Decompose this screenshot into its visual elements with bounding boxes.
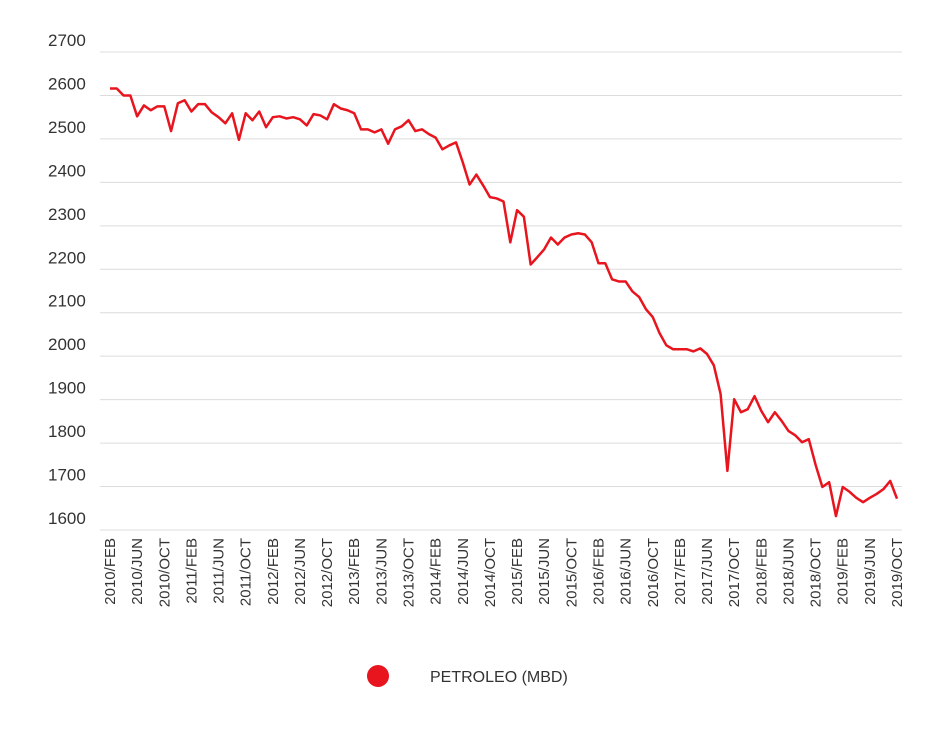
x-tick-label: 2014/OCT xyxy=(482,538,499,607)
x-tick-label: 2015/FEB xyxy=(509,538,526,605)
x-tick-label: 2010/JUN xyxy=(129,538,146,605)
x-tick-label: 2017/JUN xyxy=(699,538,716,605)
x-tick-label: 2018/JUN xyxy=(780,538,797,605)
y-tick-label: 2500 xyxy=(48,118,86,137)
y-tick-label: 1600 xyxy=(48,509,86,528)
x-tick-label: 2011/OCT xyxy=(238,538,255,606)
x-tick-label: 2013/OCT xyxy=(401,538,418,607)
x-tick-label: 2016/OCT xyxy=(645,538,662,607)
y-tick-label: 1900 xyxy=(48,379,86,398)
x-tick-label: 2019/JUN xyxy=(862,538,879,605)
y-tick-label: 2600 xyxy=(48,74,86,93)
x-tick-label: 2014/JUN xyxy=(455,538,472,605)
x-tick-label: 2010/FEB xyxy=(102,538,119,605)
x-tick-label: 2013/FEB xyxy=(346,538,363,605)
x-tick-label: 2016/JUN xyxy=(618,538,635,605)
y-tick-label: 2700 xyxy=(48,31,86,50)
x-tick-label: 2015/OCT xyxy=(563,538,580,607)
x-tick-label: 2012/OCT xyxy=(319,538,336,607)
x-tick-label: 2011/JUN xyxy=(211,538,228,604)
x-tick-label: 2019/OCT xyxy=(889,538,906,607)
y-tick-label: 2400 xyxy=(48,161,86,180)
y-tick-label: 2100 xyxy=(48,292,86,311)
y-tick-label: 2000 xyxy=(48,335,86,354)
x-tick-label: 2017/FEB xyxy=(672,538,689,605)
legend-marker xyxy=(367,665,389,687)
x-tick-label: 2013/JUN xyxy=(373,538,390,605)
x-tick-label: 2019/FEB xyxy=(835,538,852,605)
legend-label: PETROLEO (MBD) xyxy=(430,669,568,686)
x-tick-label: 2010/OCT xyxy=(156,538,173,607)
y-tick-label: 1800 xyxy=(48,422,86,441)
data-line xyxy=(110,87,899,518)
x-tick-label: 2018/OCT xyxy=(808,538,825,607)
y-tick-label: 2300 xyxy=(48,205,86,224)
x-tick-label: 2017/OCT xyxy=(726,538,743,607)
x-tick-label: 2015/JUN xyxy=(536,538,553,605)
x-tick-label: 2016/FEB xyxy=(590,538,607,605)
x-tick-label: 2011/FEB xyxy=(183,538,200,604)
x-tick-label: 2018/FEB xyxy=(753,538,770,605)
y-tick-label: 2200 xyxy=(48,248,86,267)
y-tick-label: 1700 xyxy=(48,466,86,485)
x-tick-label: 2012/JUN xyxy=(292,538,309,605)
x-tick-label: 2014/FEB xyxy=(428,538,445,605)
x-tick-label: 2012/FEB xyxy=(265,538,282,605)
